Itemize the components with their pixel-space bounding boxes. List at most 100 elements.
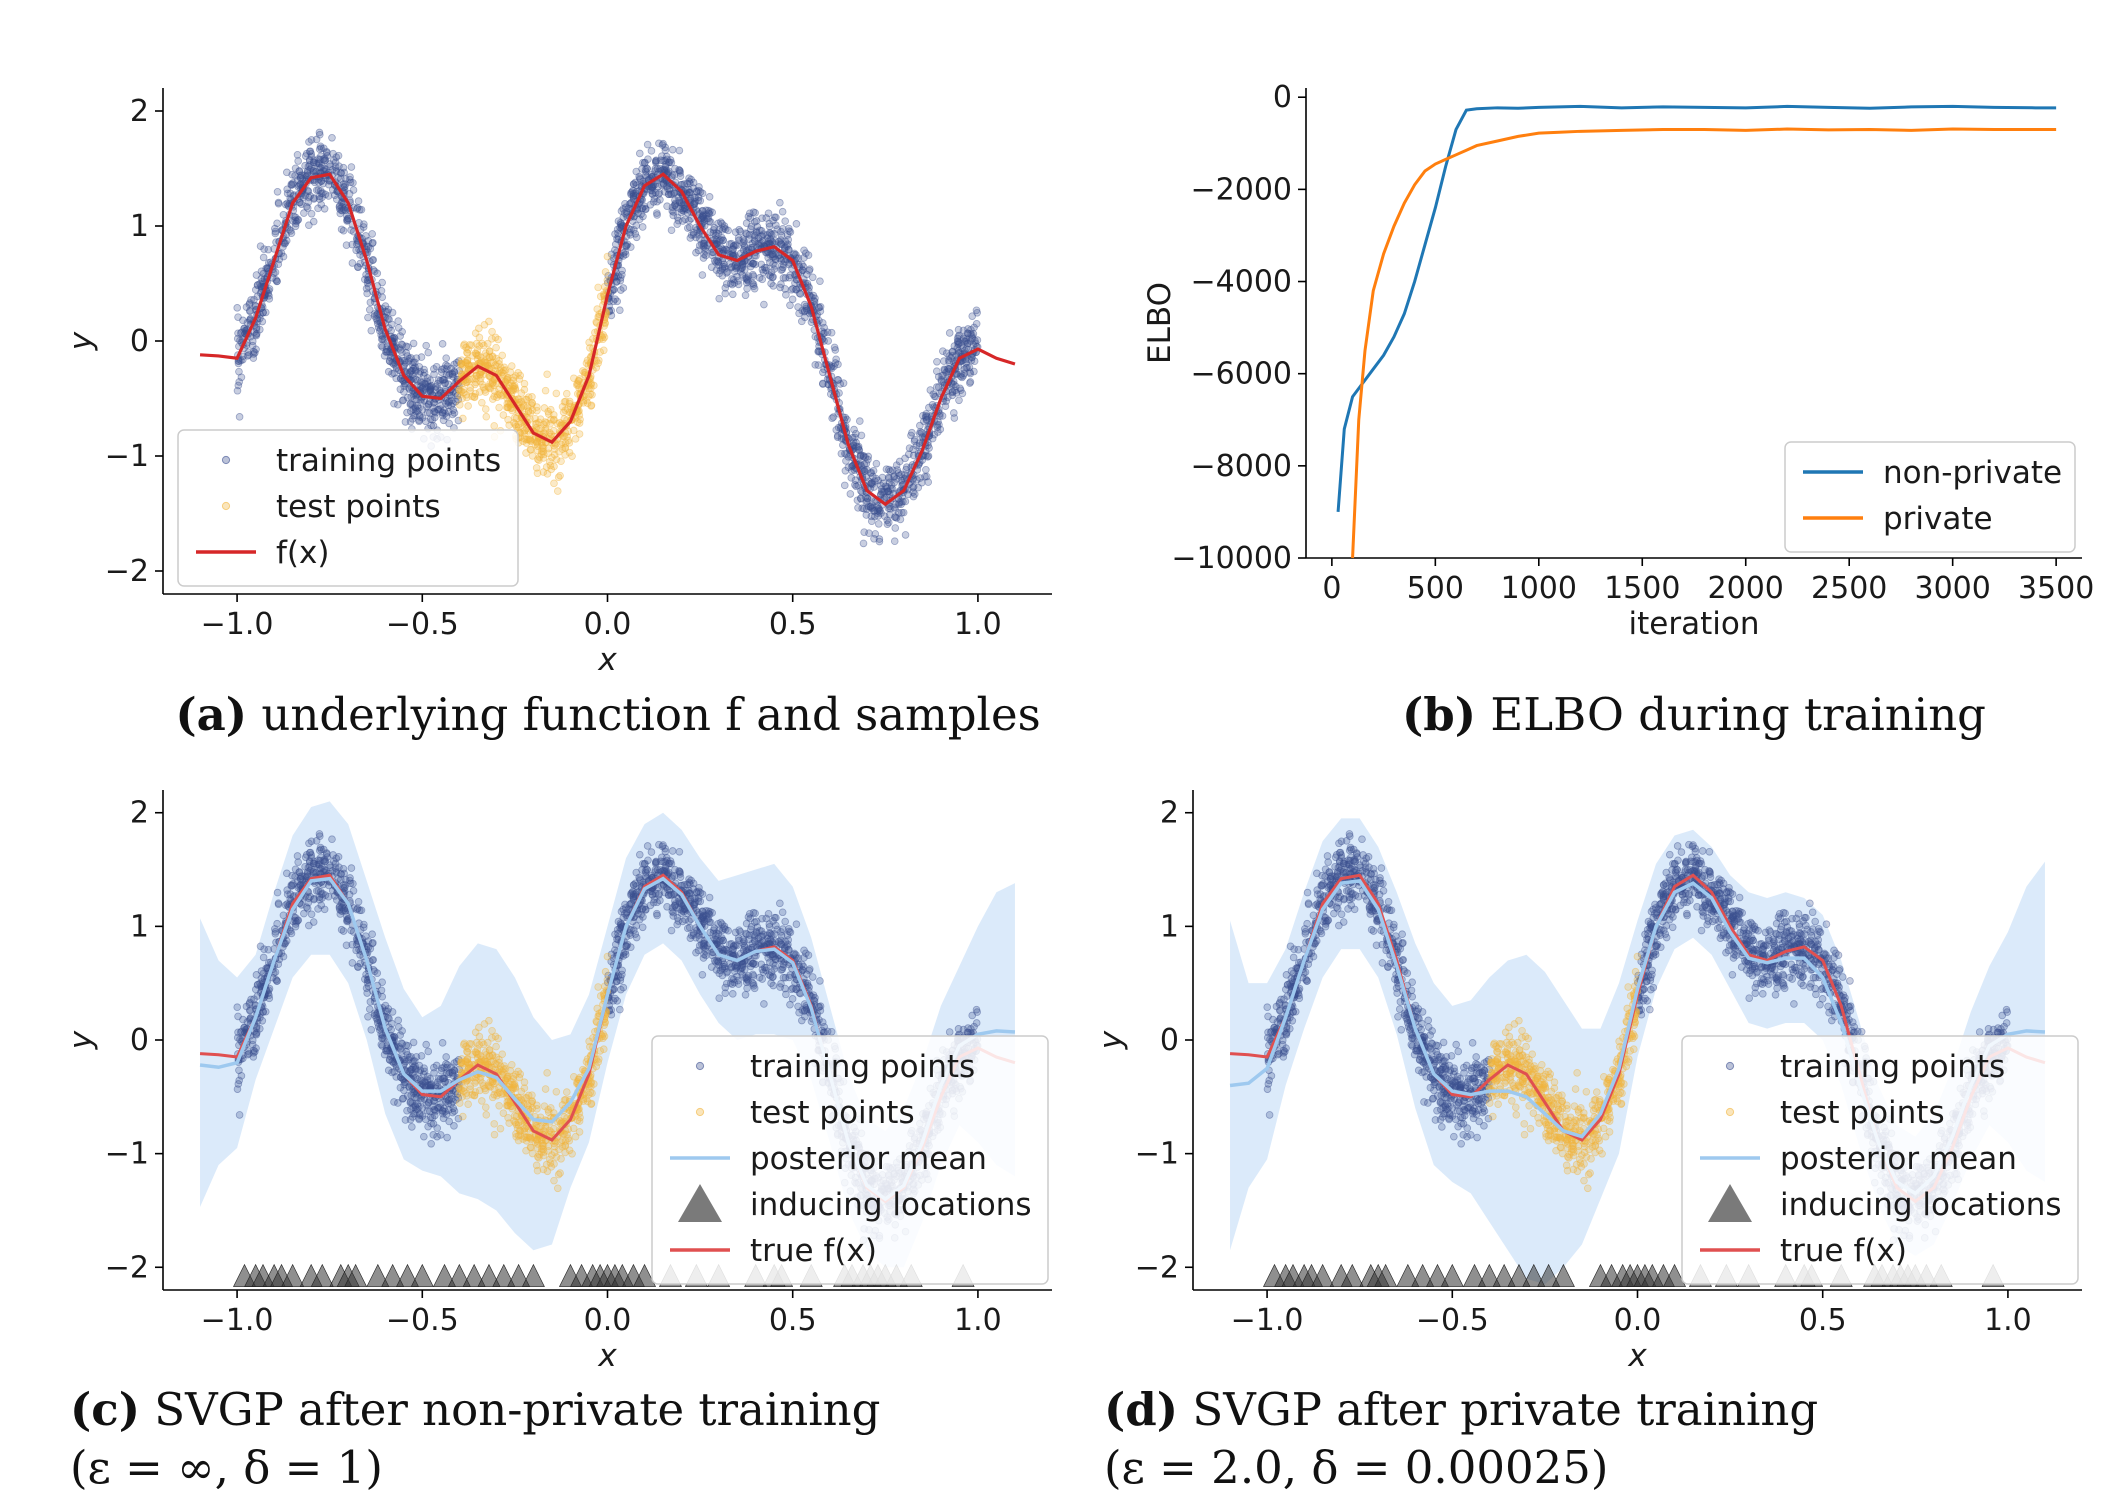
data-point [406, 417, 415, 426]
data-point [892, 514, 901, 522]
data-point [545, 457, 554, 466]
data-point [294, 157, 302, 165]
data-point [317, 890, 326, 898]
data-point [314, 905, 322, 913]
data-point [779, 263, 787, 272]
data-point [368, 930, 376, 939]
data-point [968, 331, 976, 339]
data-point [409, 339, 418, 348]
data-point [337, 225, 346, 234]
data-point [442, 1053, 450, 1061]
data-point [347, 226, 355, 234]
data-point [703, 214, 711, 223]
data-point [314, 204, 322, 213]
data-point [586, 390, 595, 398]
data-point [369, 939, 377, 947]
data-point [390, 399, 398, 408]
data-point [388, 358, 397, 367]
data-point [685, 223, 694, 232]
data-point [507, 362, 516, 370]
data-point [909, 451, 918, 460]
data-point [638, 223, 647, 231]
data-point [648, 189, 657, 198]
data-point [455, 401, 464, 409]
data-point [283, 185, 291, 194]
data-point [415, 416, 423, 424]
data-point [895, 498, 903, 507]
data-point [542, 419, 551, 427]
data-point [411, 411, 419, 420]
data-point [714, 219, 722, 228]
data-point [940, 357, 948, 365]
data-point [259, 308, 267, 317]
data-point [781, 217, 789, 225]
data-point [653, 209, 661, 217]
data-point [859, 539, 868, 548]
data-point [248, 341, 257, 350]
data-point [751, 209, 759, 217]
data-point [273, 888, 282, 897]
data-point [965, 355, 973, 364]
data-point [658, 141, 667, 149]
data-point [614, 229, 622, 238]
data-point [246, 1006, 254, 1015]
data-point [252, 1030, 261, 1039]
data-point [378, 992, 387, 1001]
data-point [354, 197, 363, 205]
data-point [854, 504, 862, 512]
data-point [954, 337, 962, 346]
data-point [872, 474, 880, 483]
data-point [239, 1015, 247, 1024]
data-point [612, 278, 621, 286]
y-tick-label: 0 [130, 324, 149, 359]
data-point [430, 370, 438, 379]
data-point [754, 234, 763, 243]
x-tick-label: 2500 [1811, 571, 1887, 606]
data-point [490, 392, 499, 401]
legend-label: private [1883, 501, 1993, 537]
data-point [745, 231, 754, 239]
data-point [472, 339, 481, 348]
data-point [438, 1039, 447, 1047]
data-point [429, 1131, 438, 1139]
data-point [892, 461, 901, 469]
data-point [632, 221, 641, 230]
data-point [281, 200, 290, 209]
data-point [339, 163, 348, 172]
data-point [718, 271, 727, 280]
data-point [415, 417, 423, 426]
data-point [442, 412, 451, 421]
data-point [808, 273, 817, 282]
data-point [491, 333, 500, 342]
data-point [932, 367, 941, 376]
data-point [740, 241, 749, 250]
data-point [445, 419, 453, 428]
data-point [233, 386, 242, 395]
data-point [373, 269, 382, 278]
data-point [380, 352, 389, 360]
data-point [423, 383, 432, 391]
data-point [345, 189, 354, 198]
data-point [450, 368, 459, 377]
data-point [397, 340, 406, 348]
data-point [472, 378, 480, 387]
data-point [617, 286, 625, 294]
data-point [858, 488, 866, 496]
data-point [966, 379, 974, 387]
data-point [528, 406, 537, 414]
data-point [652, 158, 660, 167]
data-point [550, 479, 558, 488]
data-point [638, 165, 646, 173]
data-point [398, 396, 407, 405]
data-point [616, 1005, 624, 1014]
data-point [749, 272, 758, 280]
data-point [809, 291, 818, 300]
data-point [431, 386, 440, 394]
data-point [339, 180, 348, 188]
data-point [543, 470, 552, 478]
data-point [317, 144, 325, 152]
data-point [288, 871, 296, 880]
data-point [728, 990, 737, 998]
data-point [478, 398, 486, 407]
y-tick-label: 2 [130, 94, 149, 129]
